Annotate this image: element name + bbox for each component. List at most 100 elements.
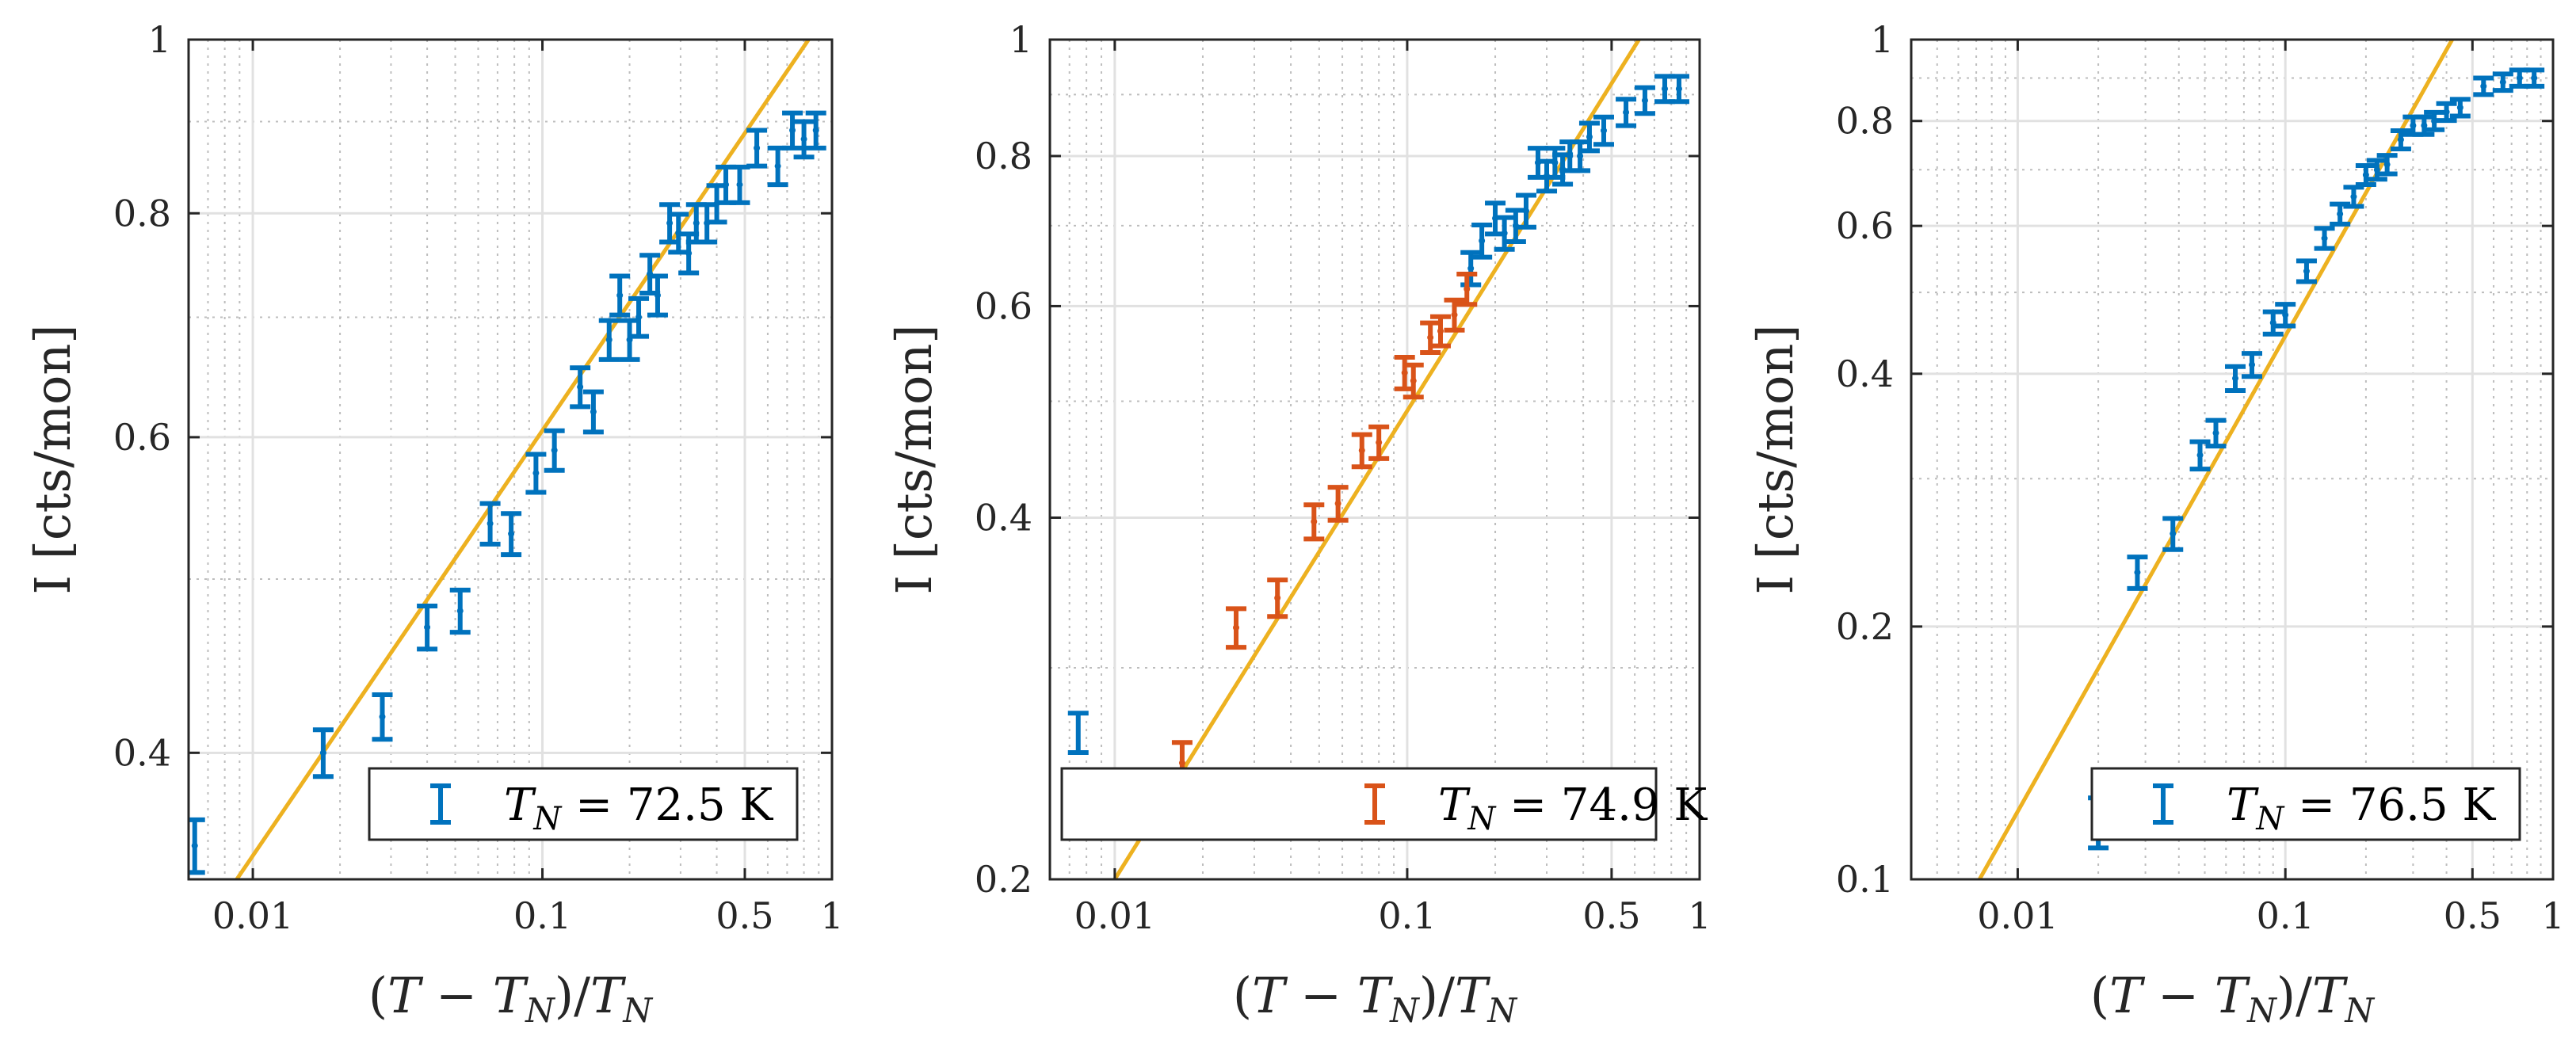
- error-bar-point: [1634, 85, 1655, 116]
- error-bar-point: [2524, 67, 2545, 89]
- error-bar-point: [598, 318, 620, 362]
- legend: TN = 72.5 K: [368, 767, 799, 841]
- error-bar-point: [1351, 432, 1372, 470]
- data-point: [1311, 518, 1318, 525]
- error-bar-point: [312, 727, 334, 779]
- data-point: [2249, 361, 2256, 368]
- x-tick-label: 0.01: [1074, 894, 1155, 937]
- legend: TN = 76.5 K: [2090, 767, 2521, 841]
- error-bar-point: [1515, 192, 1536, 230]
- data-point: [2212, 429, 2219, 436]
- data-point: [1641, 97, 1648, 104]
- y-axis-label: I [cts/mon]: [885, 325, 943, 595]
- error-bar-point: [729, 164, 750, 205]
- data-point: [789, 127, 796, 134]
- data-point: [635, 314, 643, 321]
- data-point: [2516, 74, 2523, 82]
- data-point: [590, 408, 597, 415]
- error-bar-point: [2492, 71, 2513, 93]
- error-bar-point: [1593, 114, 1614, 147]
- x-tick-label: 0.01: [1977, 894, 2058, 937]
- legend-entry: TN = 74.9 K: [1438, 779, 1708, 837]
- fit-line: [235, 40, 811, 879]
- data-point: [487, 520, 494, 527]
- error-bar-point: [544, 428, 565, 473]
- error-bar-point: [2355, 162, 2376, 187]
- data-point: [736, 181, 743, 189]
- error-bar-point: [1570, 139, 1591, 173]
- x-tick-label: 1: [820, 894, 843, 937]
- data-point: [2531, 74, 2538, 82]
- data-series: [2088, 67, 2545, 851]
- error-bar-point: [2275, 302, 2296, 329]
- grid: [1911, 40, 2553, 879]
- error-bar-point: [2262, 309, 2284, 337]
- error-bar-point: [1444, 297, 1465, 333]
- data-point: [1437, 327, 1444, 334]
- error-bar-point: [609, 273, 631, 318]
- y-tick-label: 0.2: [1836, 605, 1894, 648]
- x-tick-label: 0.5: [1582, 894, 1640, 937]
- series-1: [2088, 67, 2545, 851]
- error-bar-point: [2314, 226, 2335, 251]
- data-point: [1334, 500, 1341, 507]
- data-point: [532, 470, 540, 477]
- data-point: [1675, 86, 1682, 93]
- data-point: [2269, 319, 2276, 326]
- error-bar-point: [2205, 417, 2227, 449]
- error-bar-point: [746, 128, 768, 169]
- data-point: [2362, 171, 2369, 178]
- y-tick-label: 0.4: [975, 496, 1032, 539]
- error-bar-point: [2376, 153, 2398, 177]
- data-point: [2232, 375, 2239, 382]
- panel-3: 0.01 0.1 0.5 1 0.1 0.2 0.4 0.6 0.8 1 (T − TN)/TN I …: [1746, 18, 2565, 1030]
- error-bar-point: [189, 817, 205, 875]
- error-bar-point: [2449, 97, 2471, 119]
- data-point: [1567, 152, 1574, 159]
- panel-2: 0.01 0.1 0.5 1 0.2 0.4 0.6 0.8 1 (T − TN)/TN I [ct…: [885, 18, 1712, 1030]
- grid: [189, 40, 832, 879]
- data-series: [1171, 74, 1689, 787]
- data-point: [2373, 166, 2380, 173]
- error-bar-point: [2343, 185, 2364, 209]
- error-bar-point: [2127, 555, 2148, 591]
- legend-entry: TN = 76.5 K: [2227, 779, 2496, 837]
- error-bar-point: [570, 365, 591, 410]
- error-bar-point: [1456, 271, 1478, 307]
- error-bar-point: [805, 110, 826, 151]
- data-point: [2321, 234, 2328, 242]
- x-tick-label: 0.01: [212, 894, 293, 937]
- error-bar-point: [1303, 502, 1325, 542]
- y-tick-label: 0.6: [113, 416, 171, 459]
- data-point: [1451, 311, 1458, 318]
- legend-marker: [1364, 783, 1385, 825]
- error-bar-point: [501, 511, 522, 558]
- error-bar-point: [2473, 75, 2494, 97]
- legend-marker: [430, 783, 451, 825]
- data-point: [2397, 136, 2404, 143]
- y-tick-label: 0.2: [975, 858, 1032, 901]
- data-point: [1623, 109, 1630, 116]
- y-axis-label: I [cts/mon]: [1746, 325, 1804, 595]
- error-bar-point: [1226, 606, 1247, 650]
- error-bar-point: [793, 119, 815, 160]
- axes-box: [1048, 38, 1701, 881]
- data-point: [191, 842, 198, 849]
- legend-box: [1060, 767, 1658, 841]
- legend-marker-extra: [1067, 711, 1089, 755]
- y-tick-label: 0.8: [113, 192, 171, 234]
- data-point: [2443, 109, 2450, 116]
- x-axis-label: (T − TN)/TN: [1233, 966, 1517, 1030]
- data-point: [685, 250, 693, 257]
- x-axis-label: (T − TN)/TN: [2090, 966, 2375, 1030]
- data-point: [2303, 268, 2310, 275]
- x-tick-label: 0.1: [2257, 894, 2315, 937]
- error-bar-point: [582, 389, 604, 435]
- data-point: [2170, 530, 2177, 537]
- error-bar-point: [1394, 354, 1415, 391]
- data-series: [189, 110, 826, 875]
- x-axis-label: (T − TN)/TN: [368, 966, 653, 1030]
- data-point: [666, 219, 674, 227]
- error-bar-point: [1368, 424, 1390, 461]
